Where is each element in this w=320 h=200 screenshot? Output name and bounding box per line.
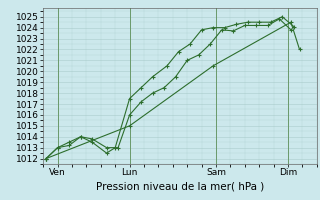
X-axis label: Pression niveau de la mer( hPa ): Pression niveau de la mer( hPa ) — [96, 181, 264, 191]
